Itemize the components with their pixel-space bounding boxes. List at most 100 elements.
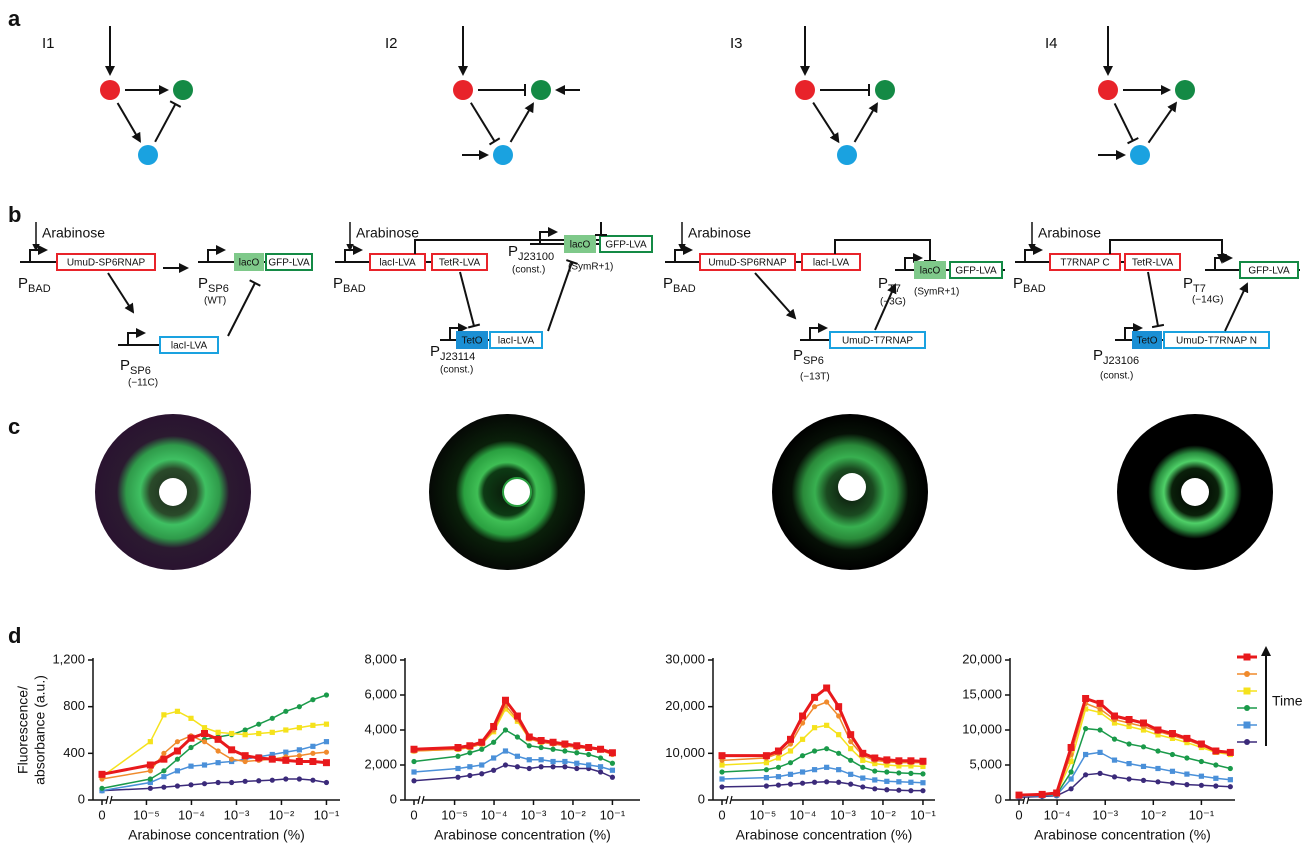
- x-axis-label: Arabinose concentration (%): [1034, 827, 1211, 843]
- data-point: [297, 753, 302, 758]
- data-point: [920, 771, 925, 776]
- data-point: [1068, 786, 1073, 791]
- data-point: [242, 752, 249, 759]
- legend-marker: [1244, 739, 1250, 745]
- y-tick-label: 0: [78, 791, 85, 806]
- annotation: (SymR+1): [914, 287, 959, 298]
- data-point: [1016, 792, 1023, 799]
- data-point: [811, 694, 818, 701]
- arrow: [813, 103, 838, 142]
- data-point: [1097, 750, 1102, 755]
- inhibition-line: [1148, 272, 1158, 326]
- data-point: [812, 780, 817, 785]
- data-point: [1228, 784, 1233, 789]
- y-tick-label: 10,000: [962, 721, 1002, 736]
- data-point: [1170, 752, 1175, 757]
- data-point: [920, 788, 925, 793]
- data-point: [824, 746, 829, 751]
- gene-label: lacI-LVA: [379, 258, 416, 269]
- network-node: [453, 80, 473, 100]
- data-point: [243, 759, 248, 764]
- data-point: [800, 737, 805, 742]
- data-point: [310, 751, 315, 756]
- data-point: [255, 755, 262, 762]
- data-point: [1155, 748, 1160, 753]
- x-tick-label: 10⁻⁵: [441, 807, 468, 822]
- data-point: [161, 774, 166, 779]
- data-point: [859, 750, 866, 757]
- data-point: [1112, 737, 1117, 742]
- network-node: [100, 80, 120, 100]
- data-point: [174, 748, 181, 755]
- promoter-label: PT7: [878, 275, 901, 295]
- x-tick-label: 10⁻³: [224, 807, 250, 822]
- data-point: [283, 727, 288, 732]
- data-point: [283, 776, 288, 781]
- data-point: [836, 780, 841, 785]
- data-point: [800, 781, 805, 786]
- promoter-label: PBAD: [663, 275, 696, 295]
- data-point: [297, 725, 302, 730]
- data-point: [491, 740, 496, 745]
- data-point: [860, 758, 865, 763]
- network-node: [795, 80, 815, 100]
- data-point: [310, 778, 315, 783]
- data-point: [161, 768, 166, 773]
- data-point: [788, 772, 793, 777]
- data-point: [848, 746, 853, 751]
- x-tick-label: 10⁻³: [1092, 807, 1118, 822]
- gene-label: GFP-LVA: [955, 266, 997, 277]
- data-point: [1154, 727, 1161, 734]
- data-point: [860, 765, 865, 770]
- data-point: [324, 739, 329, 744]
- data-point: [1155, 766, 1160, 771]
- x-tick-label: 10⁻¹: [910, 807, 936, 822]
- series-line: [722, 702, 923, 763]
- data-point: [148, 739, 153, 744]
- data-point: [764, 783, 769, 788]
- data-point: [466, 742, 473, 749]
- data-point: [467, 764, 472, 769]
- data-point: [515, 754, 520, 759]
- data-point: [884, 787, 889, 792]
- y-tick-label: 0: [390, 791, 397, 806]
- data-point: [216, 780, 221, 785]
- data-point: [215, 736, 222, 743]
- promoter-note: (−13T): [800, 372, 830, 383]
- promoter-subscript: SP6: [803, 355, 824, 367]
- data-point: [324, 780, 329, 785]
- x-tick-label: 10⁻⁵: [750, 807, 777, 822]
- data-point: [1068, 744, 1075, 751]
- data-point: [175, 783, 180, 788]
- data-point: [562, 759, 567, 764]
- data-point: [1082, 695, 1089, 702]
- promoter-arrow: [128, 333, 144, 345]
- data-point: [871, 755, 878, 762]
- data-point: [562, 764, 567, 769]
- data-point: [872, 768, 877, 773]
- data-point: [787, 736, 794, 743]
- y-tick-label: 2,000: [364, 756, 397, 771]
- series-line: [414, 765, 612, 781]
- data-point: [1111, 713, 1118, 720]
- data-point: [550, 739, 557, 746]
- y-tick-label: 0: [995, 791, 1002, 806]
- data-point: [256, 731, 261, 736]
- data-point: [454, 744, 461, 751]
- data-point: [598, 755, 603, 760]
- data-point: [719, 776, 724, 781]
- promoter-label: PSP6: [793, 347, 824, 367]
- data-point: [411, 778, 416, 783]
- y-tick-label: 8,000: [364, 651, 397, 666]
- data-point: [883, 756, 890, 763]
- data-point: [1068, 776, 1073, 781]
- data-point: [1169, 730, 1176, 737]
- series-line: [722, 688, 923, 761]
- data-point: [860, 775, 865, 780]
- data-point: [188, 716, 193, 721]
- data-point: [550, 747, 555, 752]
- network-node: [1098, 80, 1118, 100]
- data-point: [824, 765, 829, 770]
- data-point: [1126, 741, 1131, 746]
- promoter-name: P: [1093, 347, 1103, 364]
